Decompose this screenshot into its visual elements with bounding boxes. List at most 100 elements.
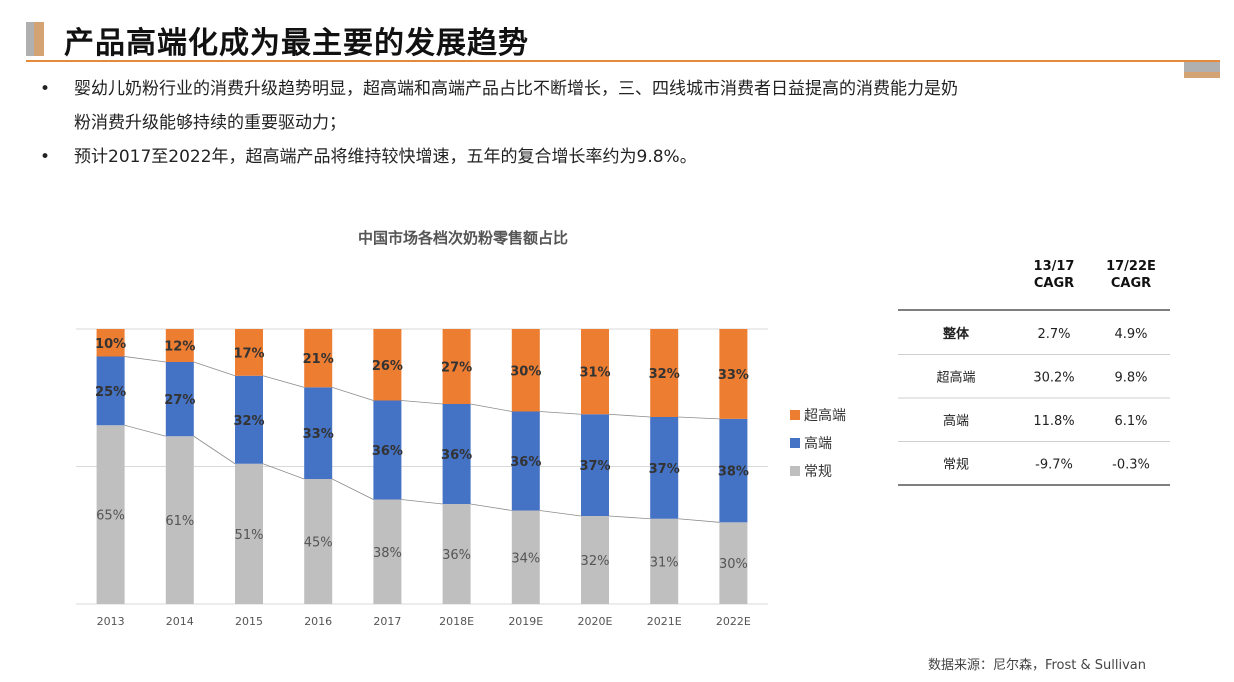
series-connector [539,411,582,415]
series-connector [608,515,651,520]
data-label: 21% [303,352,334,367]
source-note: 数据来源：尼尔森，Frost & Sullivan [927,658,1146,673]
bar-segment-高端 [511,411,540,511]
data-label: 31% [650,555,679,570]
data-label: 37% [579,459,610,474]
bar-segment-高端 [165,362,194,437]
bar-segment-高端 [96,356,125,426]
bar-segment-超高端 [581,329,609,415]
data-label: 25% [95,385,126,400]
data-label: 30% [510,364,541,379]
x-tick-label: 2015 [235,615,263,628]
series-connector [262,463,305,480]
x-tick-label: 2018E [439,615,474,628]
bullet-list: • 婴幼儿奶粉行业的消费升级趋势明显，超高端和高端产品占比不断增长，三、四线城市… [40,72,1180,174]
bullet-text: 粉消费升级能够持续的重要驱动力； [74,113,346,133]
data-label: 37% [649,462,680,477]
x-tick-label: 2020E [578,615,613,628]
series-connector [678,518,720,523]
corner-decoration-2 [1184,72,1220,78]
bar-segment-高端 [650,417,679,519]
data-label: 33% [718,368,749,383]
bullet-item: • 预计2017至2022年，超高端产品将维持较快增速，五年的复合增长率约为9.… [40,140,1180,174]
bar-segment-超高端 [96,329,125,357]
data-label: 10% [95,337,126,352]
series-connector [332,386,374,401]
series-connector [470,503,512,511]
legend-label: 超高端 [804,407,846,424]
table-cell: -0.3% [1112,458,1150,473]
bar-segment-高端 [235,375,263,464]
series-connector [539,510,582,517]
series-connector [470,403,512,412]
series-connector [124,424,166,437]
table-header: 13/17 [1034,259,1075,274]
data-label: 38% [373,546,402,561]
series-connector [262,375,305,388]
bar-segment-高端 [442,404,471,504]
page-title: 产品高端化成为最主要的发展趋势 [64,26,529,61]
table-cell: 11.8% [1033,414,1074,429]
title-underline [26,60,1220,62]
title-accent-2 [34,22,44,56]
data-label: 36% [441,448,472,463]
bar-segment-常规 [650,518,679,604]
bar-segment-超高端 [373,329,402,401]
series-connector [124,356,166,363]
data-label: 51% [235,528,264,543]
legend-label: 高端 [804,435,832,452]
bullet-text: 预计2017至2022年，超高端产品将维持较快增速，五年的复合增长率约为9.8%… [74,147,697,167]
bar-segment-超高端 [650,329,679,417]
bar-segment-常规 [235,463,263,604]
bar-segment-超高端 [165,329,194,362]
table-row-label: 常规 [943,458,969,473]
data-label: 30% [719,557,748,572]
bullet-text: 婴幼儿奶粉行业的消费升级趋势明显，超高端和高端产品占比不断增长，三、四线城市消费… [74,79,958,99]
chart-x-ticks: 2013 2014 2015 2016 2017 2018E 2019E 2020E 2021E… [97,615,751,628]
table-row-label: 整体 [942,326,970,342]
data-label: 34% [511,551,540,566]
bullet-item-continuation: 粉消费升级能够持续的重要驱动力； [40,106,1180,140]
table-cell: 9.8% [1114,371,1147,386]
table-cell: 6.1% [1114,414,1147,429]
series-connector [193,361,236,377]
bar-segment-常规 [719,522,748,604]
bar-segment-常规 [373,499,402,604]
data-label: 36% [372,444,403,459]
x-tick-label: 2021E [647,615,682,628]
bullet-marker: • [40,79,51,99]
cagr-table: 13/17 CAGR 17/22E CAGR 整体 2.7% 4.9% 超高端 30.2% 9.8… [898,259,1170,486]
legend-swatch [790,410,800,420]
bar-segment-超高端 [511,329,540,412]
table-cell: 2.7% [1037,327,1070,342]
bar-segment-高端 [304,387,333,479]
x-tick-label: 2019E [508,615,543,628]
x-tick-label: 2014 [166,615,194,628]
bar-segment-超高端 [235,329,263,376]
legend-swatch [790,466,800,476]
bar-segment-超高端 [304,329,333,388]
data-label: 65% [96,509,125,524]
data-label: 32% [649,367,680,382]
bar-segment-超高端 [442,329,471,404]
x-tick-label: 2013 [97,615,125,628]
table-row-label: 高端 [943,413,969,429]
data-label: 36% [442,548,471,563]
series-connector [608,413,651,418]
legend-label: 常规 [804,464,832,480]
table-cell: 4.9% [1114,327,1147,342]
bar-segment-常规 [165,436,194,604]
x-tick-label: 2017 [373,615,401,628]
data-label: 32% [233,414,264,429]
series-connector [193,435,236,465]
data-label: 61% [165,514,194,529]
bar-segment-常规 [511,510,540,604]
data-label: 38% [718,465,749,480]
legend-swatch [790,438,800,448]
data-label: 27% [441,361,472,376]
x-tick-label: 2022E [716,615,751,628]
table-cell: -9.7% [1035,458,1073,473]
bar-segment-高端 [373,400,402,500]
